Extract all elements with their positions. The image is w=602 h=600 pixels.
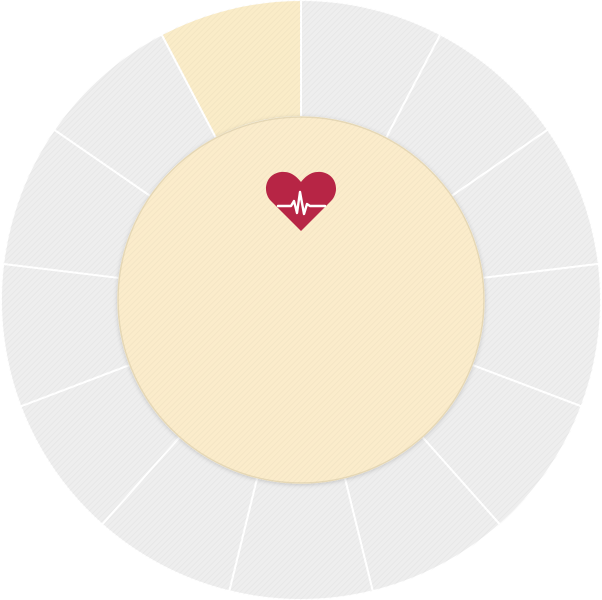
heart-pulse-icon[interactable] [265, 170, 337, 232]
pulse-line [276, 190, 327, 216]
wheel-center-texture [118, 117, 484, 483]
